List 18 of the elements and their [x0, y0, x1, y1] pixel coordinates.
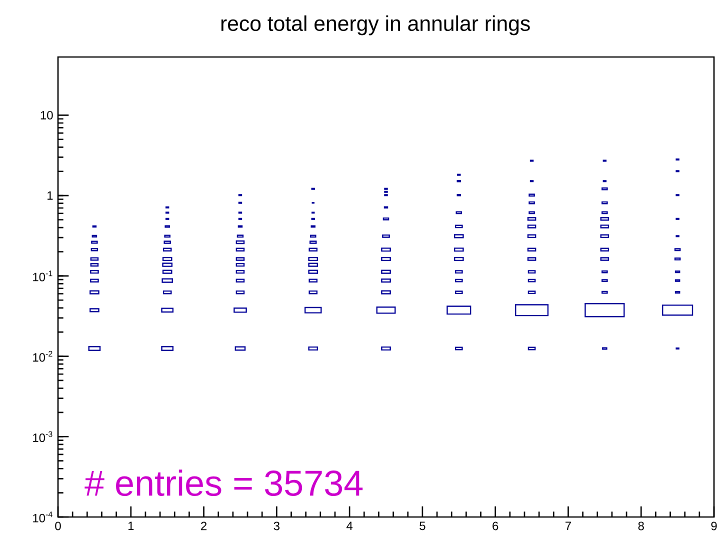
- x-tick-label: 4: [346, 522, 353, 530]
- y-tick-label: 10$^{-1}$: [33, 270, 52, 282]
- x-tick-label: 9: [711, 522, 717, 530]
- x-tick-label: 0: [55, 522, 61, 530]
- x-tick-label: 7: [565, 522, 571, 530]
- chart-title: reco total energy in annular rings: [221, 15, 530, 36]
- x-tick-label: 3: [274, 522, 280, 530]
- y-tick-label: 10: [40, 110, 53, 120]
- x-tick-label: 6: [492, 522, 498, 530]
- x-tick-label: 1: [128, 522, 134, 530]
- y-tick-label: 10$^{-3}$: [33, 431, 52, 442]
- x-tick-label: 2: [201, 522, 207, 530]
- x-tick-label: 5: [420, 522, 426, 530]
- y-tick-label: 10$^{-2}$: [33, 350, 52, 362]
- y-tick-label: 1: [48, 191, 53, 200]
- x-tick-label: 8: [638, 522, 644, 530]
- annotation: # entries = 35734: [84, 470, 363, 496]
- y-tick-label: 10$^{-4}$: [33, 512, 52, 522]
